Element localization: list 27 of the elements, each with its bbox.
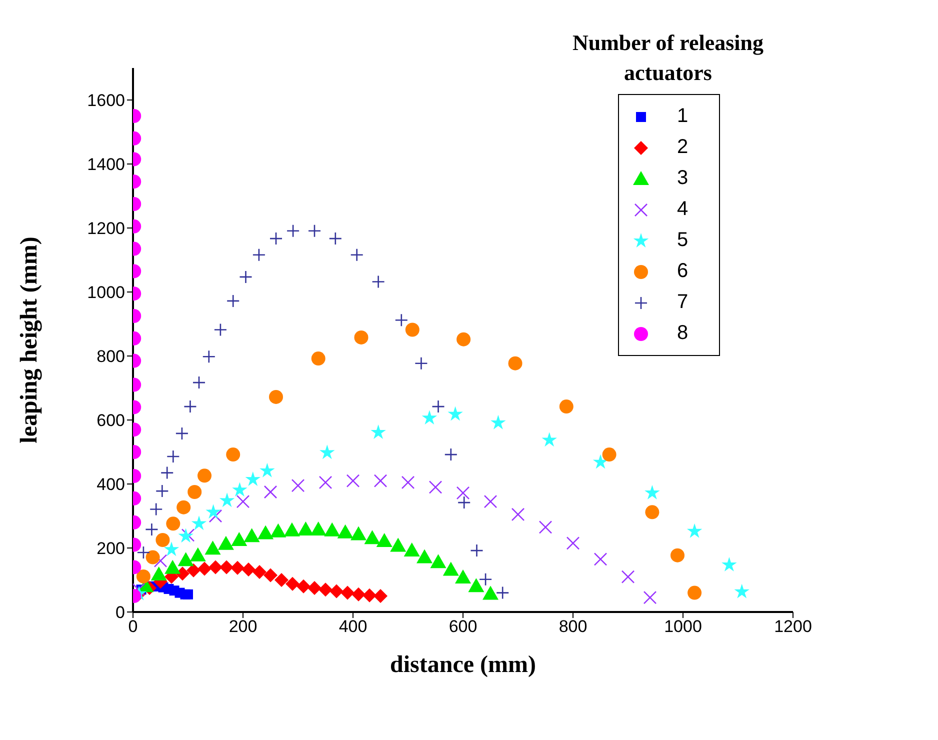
y-tick-label: 800 bbox=[96, 347, 125, 366]
y-tick-label: 200 bbox=[96, 539, 125, 558]
x-tick-label: 200 bbox=[228, 617, 258, 636]
y-axis-title: leaping height (mm) bbox=[16, 236, 43, 444]
legend-label: 1 bbox=[677, 105, 688, 128]
x-tick-label: 1200 bbox=[774, 617, 812, 636]
x-tick-label: 400 bbox=[338, 617, 368, 636]
legend-label: 6 bbox=[677, 260, 688, 283]
y-tick-label: 600 bbox=[96, 411, 125, 430]
legend-label: 4 bbox=[677, 198, 688, 221]
x-tick-label: 0 bbox=[128, 617, 138, 636]
legend-label: 5 bbox=[677, 229, 688, 252]
legend-title: Number of releasing actuators bbox=[571, 29, 765, 87]
y-tick-label: 1000 bbox=[87, 283, 125, 302]
legend-label: 8 bbox=[677, 322, 688, 345]
x-tick-label: 800 bbox=[558, 617, 588, 636]
legend-label: 3 bbox=[677, 167, 688, 190]
y-tick-label: 0 bbox=[116, 603, 125, 622]
y-tick-label: 1400 bbox=[87, 155, 125, 174]
legend-label: 7 bbox=[677, 291, 688, 314]
y-tick-label: 1600 bbox=[87, 91, 125, 110]
x-axis-title: distance (mm) bbox=[390, 652, 536, 678]
x-tick-label: 600 bbox=[448, 617, 478, 636]
y-tick-label: 400 bbox=[96, 475, 125, 494]
legend-label: 2 bbox=[677, 136, 688, 159]
x-tick-label: 1000 bbox=[664, 617, 702, 636]
y-tick-label: 1200 bbox=[87, 219, 125, 238]
